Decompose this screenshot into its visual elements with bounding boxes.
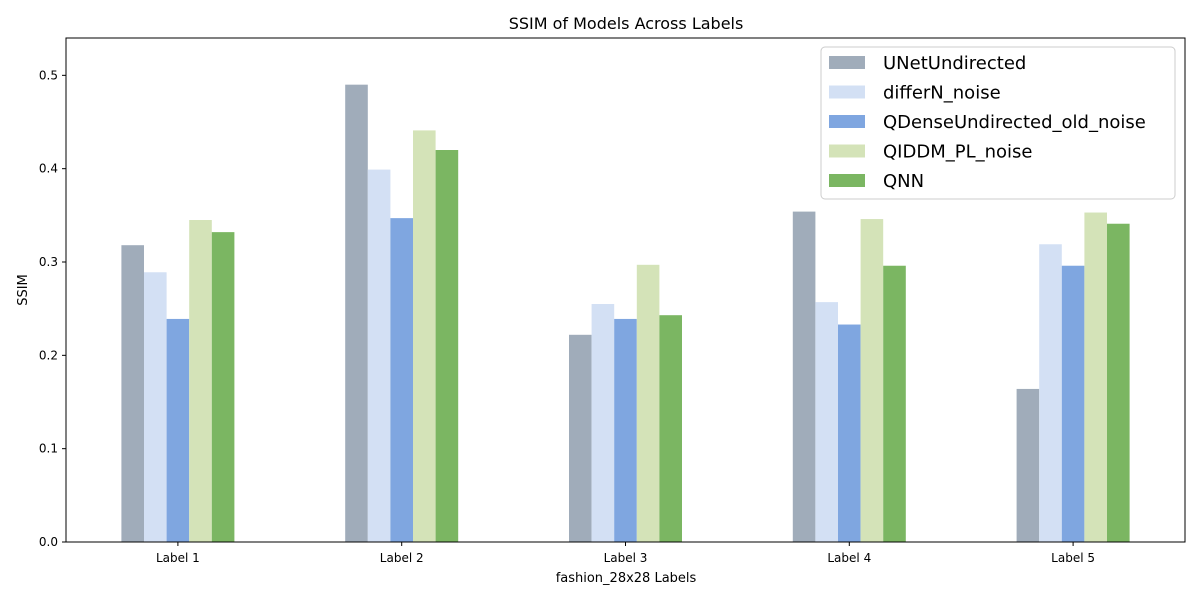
x-tick-label: Label 1 [156, 551, 200, 565]
bar [345, 84, 368, 543]
x-axis-label: fashion_28x28 Labels [556, 571, 697, 586]
bar [1107, 223, 1130, 542]
bar [390, 218, 413, 542]
bar [838, 324, 861, 542]
bar [591, 304, 615, 542]
bar [144, 272, 167, 542]
legend-swatch [829, 56, 865, 69]
legend-label: QNN [883, 171, 924, 192]
bar [792, 211, 816, 542]
y-tick-label: 0.3 [39, 255, 58, 269]
bar [883, 265, 906, 542]
bar [1016, 388, 1040, 542]
bar [614, 318, 637, 542]
bar [189, 220, 212, 542]
y-tick-label: 0.0 [39, 535, 58, 549]
bar [569, 334, 592, 542]
y-tick-label: 0.1 [39, 442, 58, 456]
bar [1061, 265, 1085, 542]
bar [413, 130, 436, 542]
x-tick-label: Label 4 [827, 551, 871, 565]
legend-swatch [829, 85, 865, 99]
chart-title: SSIM of Models Across Labels [509, 14, 744, 33]
legend-label: UNetUndirected [883, 53, 1026, 74]
bar [367, 169, 391, 542]
legend-label: differN_noise [883, 83, 1001, 104]
legend-swatch [829, 144, 865, 158]
bar [659, 315, 682, 542]
x-tick-label: Label 2 [380, 551, 424, 565]
y-tick-label: 0.4 [39, 162, 58, 176]
legend-swatch [829, 174, 865, 187]
y-axis: 0.0 0.1 0.2 0.3 0.4 0.5 [39, 68, 66, 549]
x-axis: Label 1 Label 2 Label 3 Label 4 Label 5 [156, 542, 1095, 565]
bar [860, 219, 884, 543]
x-tick-label: Label 5 [1051, 551, 1095, 565]
legend-swatch [829, 115, 865, 128]
bar [166, 318, 190, 542]
bar [435, 150, 459, 542]
bar [121, 245, 144, 542]
legend: UNetUndirected differN_noise QDenseUndirec… [820, 46, 1176, 200]
bar [1084, 212, 1107, 543]
y-tick-label: 0.5 [39, 68, 58, 82]
legend-label: QDenseUndirected_old_noise [883, 112, 1146, 133]
bar [211, 232, 235, 542]
bar [636, 264, 660, 542]
bar [1039, 244, 1062, 542]
legend-box [820, 46, 1176, 200]
y-axis-label: SSIM [16, 274, 31, 306]
bars-group [121, 84, 1130, 543]
legend-label: QIDDM_PL_noise [883, 142, 1032, 163]
x-tick-label: Label 3 [604, 551, 648, 565]
bar [815, 302, 838, 542]
y-tick-label: 0.2 [39, 348, 58, 362]
